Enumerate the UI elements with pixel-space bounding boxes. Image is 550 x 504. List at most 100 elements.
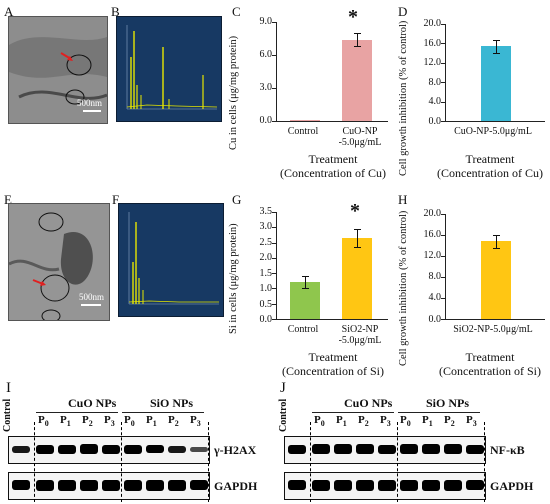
bar-1 bbox=[481, 46, 511, 121]
tick-g-7: 0.0 bbox=[259, 314, 273, 325]
bar-1 bbox=[481, 241, 511, 319]
eds-spectrum-cu bbox=[116, 16, 222, 122]
tick-c-1: 6.0 bbox=[259, 49, 273, 60]
bar-1 bbox=[290, 120, 320, 121]
target-band-1 bbox=[12, 446, 30, 453]
lane-letter: P bbox=[60, 414, 67, 426]
error-cap-bottom-1 bbox=[493, 53, 500, 55]
panel-label-d: D bbox=[398, 4, 408, 19]
treatment-c-line2: (Concentration of Cu) bbox=[280, 166, 386, 180]
y-tick bbox=[441, 298, 445, 299]
treatment-d-line1: Treatment bbox=[465, 152, 515, 166]
category-c-cuo-line2: -5.0μg/mL bbox=[338, 137, 382, 148]
lane-letter: P bbox=[190, 414, 197, 426]
loading-band-3 bbox=[58, 480, 76, 491]
chart-g bbox=[272, 212, 388, 320]
lane-label-1: P0 bbox=[38, 414, 49, 428]
tick-g-3: 2.0 bbox=[259, 252, 273, 263]
significance-star-g: * bbox=[350, 200, 360, 222]
loading-band-8 bbox=[168, 480, 186, 491]
lane-letter: P bbox=[444, 414, 451, 426]
x-axis bbox=[445, 319, 545, 320]
group-line-sio bbox=[398, 412, 480, 413]
loading-band-1 bbox=[288, 480, 306, 490]
lane-subscript: 2 bbox=[450, 419, 455, 429]
lane-subscript: 0 bbox=[320, 419, 325, 429]
scale-bar-label: 500nm bbox=[77, 98, 103, 108]
y-tick bbox=[441, 214, 445, 215]
y-tick bbox=[441, 121, 445, 122]
x-axis bbox=[445, 121, 545, 122]
lane-subscript: 3 bbox=[386, 419, 391, 429]
target-band-8 bbox=[444, 444, 462, 454]
lane-subscript: 1 bbox=[342, 419, 347, 429]
group-label-sio: SiO NPs bbox=[150, 396, 194, 410]
lane-letter: P bbox=[422, 414, 429, 426]
loading-band-3 bbox=[334, 480, 352, 491]
tem-image-sio: 500nm bbox=[8, 203, 110, 321]
loading-band-5 bbox=[378, 480, 396, 491]
target-band-4 bbox=[356, 444, 374, 454]
y-axis bbox=[445, 214, 446, 320]
tick-g-5: 1.0 bbox=[259, 283, 273, 294]
group-label-cuo: CuO NPs bbox=[68, 396, 117, 410]
lane-letter: P bbox=[104, 414, 111, 426]
treatment-g-line1: Treatment bbox=[308, 350, 358, 364]
lane-label-8: P3 bbox=[190, 414, 201, 428]
separator-2 bbox=[121, 422, 122, 502]
group-line-cuo bbox=[36, 412, 118, 413]
y-tick bbox=[272, 88, 276, 89]
target-label: NF-κB bbox=[490, 443, 525, 457]
lane-subscript: 0 bbox=[406, 419, 411, 429]
lane-letter: P bbox=[358, 414, 365, 426]
lane-letter: P bbox=[168, 414, 175, 426]
y-tick bbox=[441, 319, 445, 320]
tick-g-2: 2.5 bbox=[259, 237, 273, 248]
y-tick bbox=[272, 258, 276, 259]
loading-band-6 bbox=[124, 480, 142, 491]
category-d: CuO-NP-5.0μg/mL bbox=[454, 126, 532, 137]
panel-label-h: H bbox=[398, 192, 408, 207]
y-tick bbox=[272, 212, 276, 213]
tick-g-6: 0.5 bbox=[259, 299, 273, 310]
lane-subscript: 1 bbox=[66, 419, 71, 429]
panel-label-f: F bbox=[112, 192, 120, 207]
loading-label: GAPDH bbox=[214, 479, 258, 493]
lane-label-5: P0 bbox=[124, 414, 135, 428]
error-bar-2 bbox=[357, 33, 358, 47]
tick-h-2: 12.0 bbox=[423, 250, 442, 261]
lane-label-4: P3 bbox=[104, 414, 115, 428]
loading-band-6 bbox=[400, 480, 418, 491]
tick-g-1: 3.0 bbox=[259, 221, 273, 232]
lane-label-1: P0 bbox=[314, 414, 325, 428]
loading-band-5 bbox=[102, 480, 120, 491]
target-band-4 bbox=[80, 444, 98, 454]
lane-letter: P bbox=[38, 414, 45, 426]
tick-d-3: 8.0 bbox=[428, 77, 442, 88]
panel-label-j: J bbox=[280, 380, 286, 396]
panel-label-a: A bbox=[4, 4, 14, 19]
loading-band-4 bbox=[356, 480, 374, 491]
treatment-d-line2: (Concentration of Cu) bbox=[437, 166, 543, 180]
y-tick bbox=[441, 43, 445, 44]
y-axis bbox=[445, 24, 446, 122]
loading-band-4 bbox=[80, 480, 98, 491]
group-line-cuo bbox=[312, 412, 394, 413]
treatment-g-line2: (Concentration of Si) bbox=[282, 364, 384, 378]
tick-g-0: 3.5 bbox=[259, 206, 273, 217]
tick-d-4: 4.0 bbox=[428, 96, 442, 107]
lane-letter: P bbox=[124, 414, 131, 426]
tick-h-4: 4.0 bbox=[428, 292, 442, 303]
separator-3 bbox=[208, 422, 209, 502]
bar-2 bbox=[342, 237, 372, 319]
lane-subscript: 3 bbox=[196, 419, 201, 429]
loading-band-7 bbox=[422, 480, 440, 491]
tick-c-3: 0.0 bbox=[259, 115, 273, 126]
y-tick bbox=[441, 102, 445, 103]
error-cap-top-1 bbox=[302, 276, 309, 278]
lane-letter: P bbox=[314, 414, 321, 426]
treatment-label-h: Treatment (Concentration of Si) bbox=[430, 350, 550, 378]
x-axis bbox=[276, 319, 388, 320]
lane-label-4: P3 bbox=[380, 414, 391, 428]
y-axis bbox=[276, 22, 277, 122]
